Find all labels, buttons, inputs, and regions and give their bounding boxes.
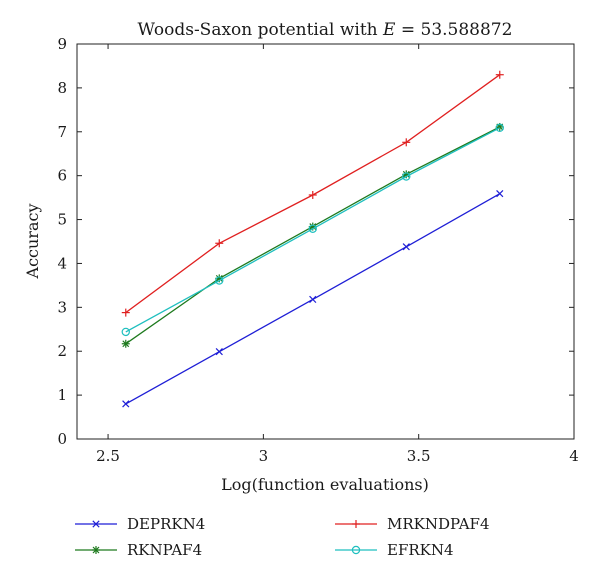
data-point-efrkn4 xyxy=(495,123,504,133)
series-layer xyxy=(121,70,504,408)
data-point-efrkn4 xyxy=(308,224,317,233)
data-point-mrkndpaf4 xyxy=(402,138,411,147)
x-tick-label: 2.5 xyxy=(96,447,120,465)
legend-label: MRKNDPAF4 xyxy=(387,515,490,533)
legend-entry-efrkn4: EFRKN4 xyxy=(335,541,454,559)
plot-frame xyxy=(76,43,575,440)
series-line-efrkn4 xyxy=(125,127,501,333)
y-tick-label: 2 xyxy=(57,342,67,360)
legend-label: RKNPAF4 xyxy=(127,541,202,559)
data-point-deprkn4 xyxy=(496,190,504,198)
data-point-mrkndpaf4 xyxy=(215,239,224,248)
legend-marker xyxy=(92,546,100,554)
data-point-rknpaf4 xyxy=(121,339,130,348)
y-tick-label: 1 xyxy=(57,386,67,404)
series-line-rknpaf4 xyxy=(125,126,501,345)
data-point-mrkndpaf4 xyxy=(308,190,317,199)
data-point-deprkn4 xyxy=(402,243,410,251)
y-tick-label: 3 xyxy=(57,298,67,316)
data-point-deprkn4 xyxy=(215,348,223,356)
data-point-deprkn4 xyxy=(309,295,317,304)
y-tick-label: 4 xyxy=(57,254,67,272)
x-tick-label: 3.5 xyxy=(407,447,431,465)
legend-marker xyxy=(352,520,360,528)
legend-entry-rknpaf4: RKNPAF4 xyxy=(75,541,202,559)
y-axis-label: Accuracy xyxy=(23,204,42,280)
x-axis-label: Log(function evaluations) xyxy=(221,475,429,494)
legend-entry-deprkn4: DEPRKN4 xyxy=(75,515,205,533)
legend-label: DEPRKN4 xyxy=(127,515,205,533)
legend-label: EFRKN4 xyxy=(387,541,454,559)
y-tick-label: 0 xyxy=(57,430,67,448)
x-tick-label: 4 xyxy=(569,447,579,465)
data-point-efrkn4 xyxy=(215,276,224,285)
legend-entry-mrkndpaf4: MRKNDPAF4 xyxy=(335,515,490,533)
legend-marker xyxy=(351,545,361,555)
y-tick-label: 9 xyxy=(57,35,67,53)
y-tick-label: 6 xyxy=(57,167,67,185)
legend: DEPRKN4 MRKNDPAF4 RKNPAF4 EFRKN4 xyxy=(75,515,490,559)
y-tick-label: 5 xyxy=(57,211,67,229)
x-tick-label: 3 xyxy=(259,447,269,465)
y-tick-label: 8 xyxy=(57,79,67,97)
data-point-efrkn4 xyxy=(402,172,411,181)
legend-marker xyxy=(92,520,100,528)
data-point-deprkn4 xyxy=(122,400,130,408)
data-point-efrkn4 xyxy=(121,327,130,337)
y-tick-label: 7 xyxy=(57,123,67,141)
axis-ticks: 2.5 3 3.5 4 0 1 2 3 4 5 6 7 8 9 xyxy=(57,35,578,465)
data-point-mrkndpaf4 xyxy=(121,308,130,317)
chart-title: Woods-Saxon potential with E = 53.588872 xyxy=(138,20,513,40)
data-point-mrkndpaf4 xyxy=(495,70,504,79)
